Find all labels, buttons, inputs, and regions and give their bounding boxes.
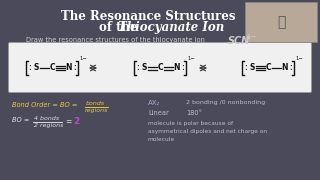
Text: N: N: [281, 64, 287, 73]
Text: Draw the resonance structures of the thiocyanate ion: Draw the resonance structures of the thi…: [26, 37, 204, 43]
Text: 2 regions: 2 regions: [34, 123, 63, 128]
FancyBboxPatch shape: [245, 2, 317, 42]
Text: :: :: [243, 64, 248, 73]
Text: :: :: [72, 64, 77, 73]
Text: =: =: [65, 117, 71, 126]
Text: S: S: [141, 64, 147, 73]
Text: asymmetrical dipoles and net charge on: asymmetrical dipoles and net charge on: [148, 129, 267, 134]
FancyBboxPatch shape: [9, 42, 311, 93]
Text: Bond Order = BO =: Bond Order = BO =: [12, 102, 79, 108]
Text: 2: 2: [73, 117, 79, 126]
Text: regions: regions: [85, 108, 108, 113]
Text: 1−: 1−: [79, 55, 87, 60]
Text: molecule: molecule: [148, 137, 175, 142]
Text: of the: of the: [99, 21, 142, 34]
Text: BO =: BO =: [12, 117, 31, 123]
Text: The Resonance Structures: The Resonance Structures: [61, 10, 235, 23]
Text: C: C: [49, 64, 55, 73]
Text: 1−: 1−: [246, 34, 256, 40]
Text: C: C: [157, 64, 163, 73]
Text: molecule is polar because of: molecule is polar because of: [148, 121, 233, 126]
Text: :: :: [135, 64, 140, 73]
Text: 👤: 👤: [277, 15, 285, 29]
Text: 180°: 180°: [186, 110, 202, 116]
Text: C: C: [265, 64, 271, 73]
Text: :: :: [288, 64, 293, 73]
Text: 1−: 1−: [187, 55, 195, 60]
Text: :: :: [180, 64, 185, 73]
Text: Thiocyanate Ion: Thiocyanate Ion: [118, 21, 224, 34]
Text: Linear: Linear: [148, 110, 169, 116]
Text: SCN: SCN: [228, 36, 250, 46]
Text: AX₂: AX₂: [148, 100, 160, 106]
Text: N: N: [173, 64, 179, 73]
Text: :: :: [27, 64, 32, 73]
Text: S: S: [249, 64, 255, 73]
Text: 2 bonding /0 nonbonding: 2 bonding /0 nonbonding: [186, 100, 265, 105]
Text: N: N: [65, 64, 71, 73]
Text: 4 bonds: 4 bonds: [34, 116, 59, 121]
Text: 1−: 1−: [295, 55, 303, 60]
Text: S: S: [33, 64, 39, 73]
Text: bonds: bonds: [86, 101, 105, 106]
